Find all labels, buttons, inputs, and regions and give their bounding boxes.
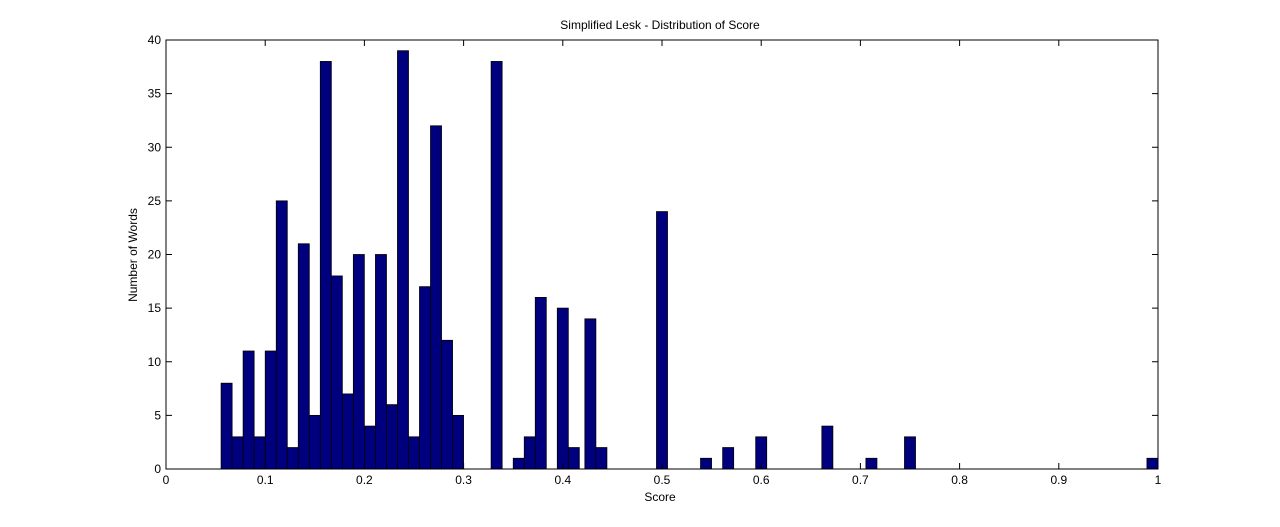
histogram-bar: [556, 307, 569, 470]
histogram-bar: [397, 50, 409, 470]
histogram-bar: [595, 447, 608, 470]
histogram-bar: [364, 425, 376, 470]
x-tick-label: 0.4: [554, 473, 571, 487]
histogram-bar: [253, 436, 266, 470]
histogram-bar: [656, 211, 668, 470]
histogram-bar: [375, 254, 387, 470]
y-tick-label: 0: [154, 462, 161, 476]
histogram-bar: [220, 382, 233, 470]
histogram-bar: [865, 457, 878, 470]
x-tick-label: 0.6: [753, 473, 770, 487]
histogram-bar: [408, 436, 420, 470]
histogram-bar: [264, 350, 277, 470]
x-tick-label: 0.7: [852, 473, 869, 487]
histogram-bar: [319, 61, 332, 470]
y-tick-label: 40: [148, 33, 162, 47]
histogram-bar: [330, 275, 343, 470]
y-tick-label: 20: [148, 248, 162, 262]
histogram-bar: [441, 339, 453, 470]
x-tick-label: 0.8: [951, 473, 968, 487]
histogram-bar: [904, 436, 916, 470]
histogram-bar: [386, 404, 398, 470]
x-tick-label: 0: [163, 473, 170, 487]
histogram-bar: [1146, 457, 1159, 470]
histogram-bar: [490, 61, 503, 470]
histogram-bar: [231, 436, 244, 470]
bars-group: [220, 50, 1159, 470]
x-tick-label: 1: [1155, 473, 1162, 487]
histogram-bar: [821, 425, 834, 470]
histogram-bar: [722, 447, 735, 470]
x-axis-label: Score: [644, 490, 676, 504]
histogram-bar: [341, 393, 354, 470]
histogram-bar: [567, 447, 580, 470]
x-tick-label: 0.5: [654, 473, 671, 487]
histogram-bar: [430, 125, 442, 470]
y-tick-label: 10: [148, 355, 162, 369]
y-tick-label: 30: [148, 140, 162, 154]
x-tick-label: 0.3: [455, 473, 472, 487]
histogram-bar: [419, 286, 431, 470]
histogram-bar: [242, 350, 255, 470]
axes-group: 0 0.1 0.2 0.3 0.4 0.5 0.6 0.7 0.8 0.9 105101520253…: [148, 33, 1162, 487]
y-tick-label: 25: [148, 194, 162, 208]
histogram-bar: [700, 457, 712, 470]
histogram-bar: [308, 414, 321, 470]
y-tick-label: 5: [154, 408, 161, 422]
histogram-bar: [452, 414, 464, 470]
histogram-bar: [523, 436, 536, 470]
y-axis-label: Number of Words: [126, 208, 140, 302]
y-tick-label: 15: [148, 301, 162, 315]
histogram-bar: [275, 200, 288, 470]
histogram-bar: [534, 296, 547, 470]
histogram-bar: [297, 243, 310, 470]
chart-title: Simplified Lesk - Distribution of Score: [560, 18, 760, 32]
histogram-bar: [286, 447, 299, 470]
histogram-bar: [512, 457, 525, 470]
x-tick-label: 0.2: [356, 473, 373, 487]
histogram-bar: [584, 318, 597, 470]
y-tick-label: 35: [148, 87, 162, 101]
x-tick-label: 0.1: [257, 473, 274, 487]
x-tick-label: 0.9: [1050, 473, 1067, 487]
histogram-bar: [352, 254, 365, 470]
